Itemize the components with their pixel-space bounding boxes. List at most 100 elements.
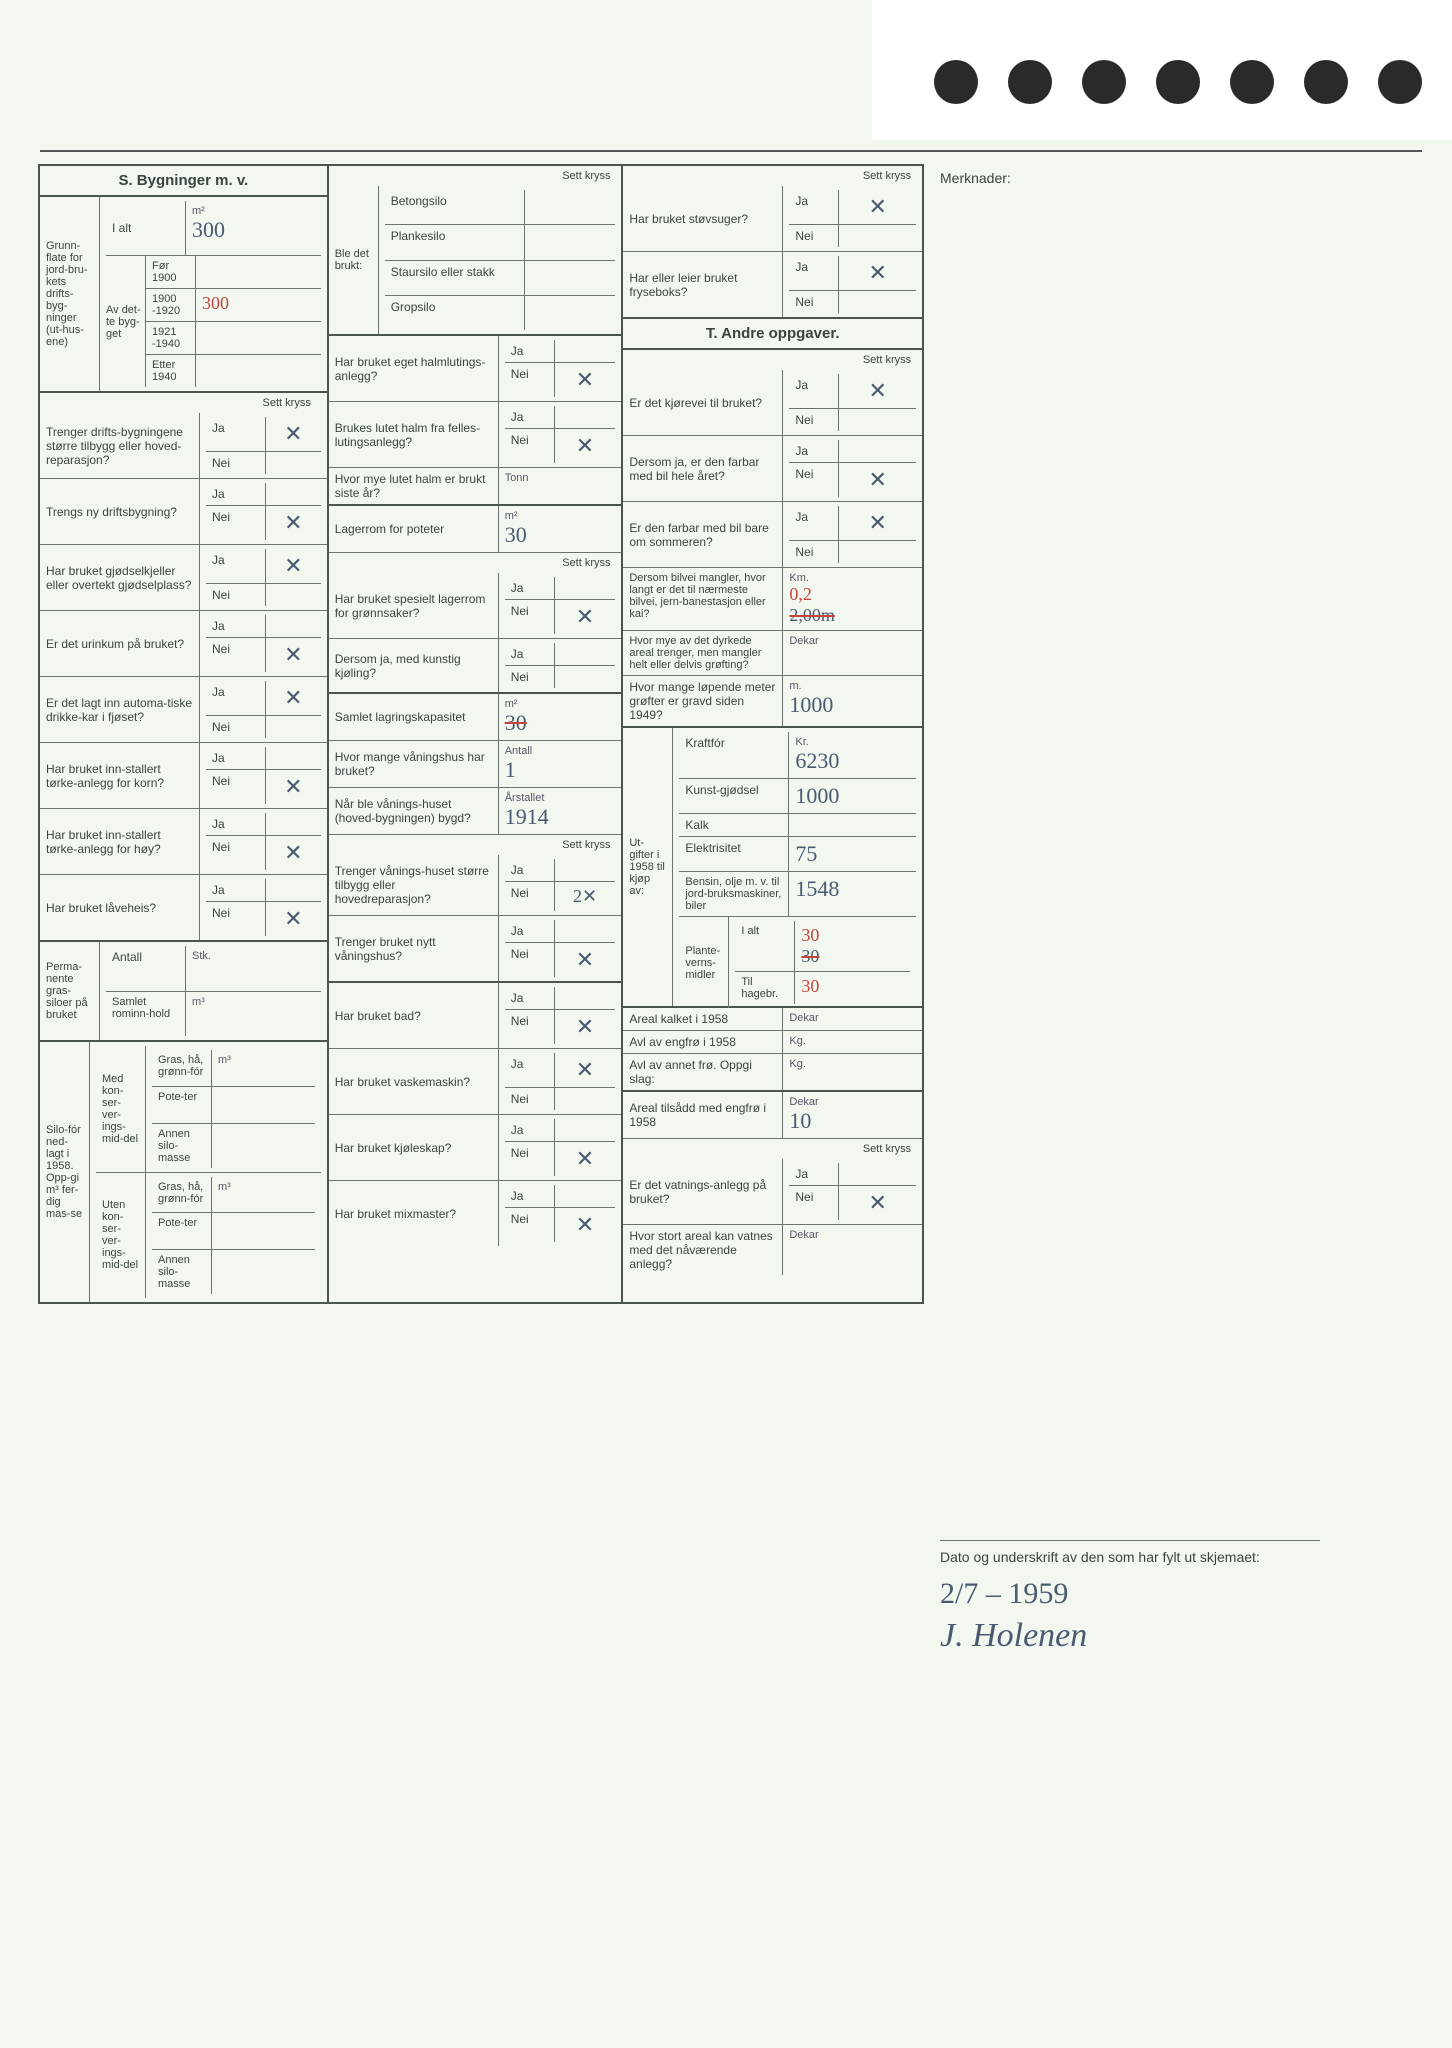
- hagebr: Til hagebr.: [735, 972, 795, 1004]
- q-mix: Har bruket mixmaster?: [329, 1181, 499, 1246]
- ialt-value: 300: [192, 217, 315, 243]
- nei4: Nei: [206, 638, 266, 672]
- m-lbl: m.: [789, 680, 916, 692]
- ja7: Ja: [206, 813, 266, 835]
- kraft-val: 6230: [795, 748, 910, 774]
- q-gjodsel-ja: ✕: [266, 549, 321, 583]
- samlet-lager: Samlet lagringskapasitet: [329, 694, 499, 740]
- plante-ialt-red: 30: [801, 925, 819, 945]
- frys-ja: ✕: [839, 256, 916, 290]
- q-drikkekar-ja: ✕: [266, 681, 321, 715]
- grunnflate-label: Grunn-flate for jord-bru-kets drifts-byg…: [40, 197, 100, 391]
- kjorevei-ja: ✕: [839, 374, 916, 408]
- km-val: 0,2: [789, 584, 916, 605]
- q-van: Hvor mange våningshus har bruket?: [329, 741, 499, 787]
- nytt-van-nei: ✕: [555, 943, 616, 977]
- q-mye-lutet: Hvor mye lutet halm er brukt siste år?: [329, 468, 499, 504]
- q-stov: Har bruket støvsuger?: [623, 186, 783, 251]
- q-vatning: Er det vatnings-anlegg på bruket?: [623, 1159, 783, 1224]
- nei3c: Nei: [789, 409, 839, 431]
- column-2: Sett kryss Ble det brukt: Betongsilo Pla…: [329, 166, 624, 1302]
- antall-lbl: Antall: [106, 946, 186, 991]
- form-grid: S. Bygninger m. v. Grunn-flate for jord-…: [38, 164, 924, 1304]
- nei3: Nei: [206, 584, 266, 606]
- kg2: Kg.: [783, 1054, 922, 1090]
- ja: Ja: [206, 417, 266, 451]
- binder-holes: [934, 60, 1422, 104]
- ja2: Ja: [206, 483, 266, 505]
- column-3: Sett kryss Har bruket støvsuger? Ja✕ Nei…: [623, 166, 922, 1302]
- q-torke-korn: Har bruket inn-stallert tørke-anlegg for…: [40, 743, 200, 808]
- tilsadd-val: 10: [789, 1108, 916, 1134]
- q-gjodsel: Har bruket gjødselkjeller eller overtekt…: [40, 545, 200, 610]
- nei: Nei: [206, 452, 266, 474]
- ja3e: Ja: [789, 506, 839, 540]
- ialt-label: I alt: [106, 201, 186, 255]
- mix-nei: ✕: [555, 1208, 616, 1242]
- sk2b: Sett kryss: [551, 553, 621, 573]
- q-groft: Hvor mye av det dyrkede areal trenger, m…: [623, 631, 783, 675]
- avl-engfro: Avl av engfrø i 1958: [623, 1031, 783, 1053]
- perm-silo: Perma-nente gras-siloer på bruket: [40, 942, 100, 1040]
- q-farbar-aar: Dersom ja, er den farbar med bil hele år…: [623, 436, 783, 501]
- samlet-lager-val: 30: [505, 710, 616, 736]
- nei7: Nei: [206, 836, 266, 870]
- pot1: Pote-ter: [152, 1087, 212, 1123]
- q-urinkum: Er det urinkum på bruket?: [40, 611, 200, 676]
- ann2: Annen silo-masse: [152, 1250, 212, 1294]
- bygd-val: 1914: [505, 804, 616, 830]
- ja8: Ja: [206, 879, 266, 901]
- neib: Nei: [505, 429, 555, 463]
- q-kjorevei: Er det kjørevei til bruket?: [623, 370, 783, 435]
- areal-kalket: Areal kalket i 1958: [623, 1008, 783, 1030]
- jad: Ja: [505, 643, 555, 665]
- planke: Plankesilo: [385, 225, 525, 259]
- kjol-nei: ✕: [555, 1142, 616, 1176]
- nei5: Nei: [206, 716, 266, 738]
- dekar2: Dekar: [783, 1008, 922, 1030]
- q-farbar-som: Er den farbar med bil bare om sommeren?: [623, 502, 783, 567]
- betong: Betongsilo: [385, 190, 525, 224]
- kunst-val: 1000: [789, 779, 916, 813]
- avl-annet: Avl av annet frø. Oppgi slag:: [623, 1054, 783, 1090]
- sk3c: Sett kryss: [852, 1139, 922, 1159]
- kraft: Kraftfór: [679, 732, 789, 778]
- nei3d: Nei: [789, 463, 839, 497]
- ja3c: Ja: [789, 374, 839, 408]
- ja5: Ja: [206, 681, 266, 715]
- sett-kryss: Sett kryss: [247, 393, 327, 413]
- q-laveheis-nei: ✕: [266, 902, 321, 936]
- neih: Nei: [505, 1088, 555, 1110]
- nei8: Nei: [206, 902, 266, 936]
- nei6: Nei: [206, 770, 266, 804]
- m3a: m³: [212, 1050, 315, 1086]
- uten-kons: Uten kon-ser-ver-ings-mid-del: [96, 1173, 146, 1299]
- gronn-nei: ✕: [555, 600, 616, 634]
- kunst: Kunst-gjødsel: [679, 779, 789, 813]
- ja3f: Ja: [789, 1163, 839, 1185]
- column-s: S. Bygninger m. v. Grunn-flate for jord-…: [40, 166, 329, 1302]
- kg1: Kg.: [783, 1031, 922, 1053]
- q-tilbygg: Trenger drifts-bygningene større tilbygg…: [40, 413, 200, 478]
- jac: Ja: [505, 577, 555, 599]
- section-t-title: T. Andre oppgaver.: [623, 319, 922, 350]
- kalk: Kalk: [679, 814, 789, 836]
- q-van-til: Trenger vånings-huset større tilbygg ell…: [329, 855, 499, 915]
- elekt: Elektrisitet: [679, 837, 789, 871]
- nei2: Nei: [206, 506, 266, 540]
- ja3b: Ja: [789, 256, 839, 290]
- neic: Nei: [505, 600, 555, 634]
- plante: Plante-verns-midler: [679, 917, 729, 1008]
- kr1: Kr.: [795, 736, 910, 748]
- gras2: Gras, hå, grønn-fór: [152, 1177, 212, 1213]
- q-bad: Har bruket bad?: [329, 983, 499, 1048]
- lager-pot-val: 30: [505, 522, 616, 548]
- neif: Nei: [505, 943, 555, 977]
- areal-tilsadd: Areal tilsådd med engfrø i 1958: [623, 1092, 783, 1138]
- silofor: Silo-fór ned-lagt i 1958. Opp-gi m³ fer-…: [40, 1042, 90, 1302]
- jab: Ja: [505, 406, 555, 428]
- avdette-label: Av det-te byg-get: [106, 256, 146, 387]
- top-rule: [40, 150, 1422, 152]
- gras1: Gras, hå, grønn-fór: [152, 1050, 212, 1086]
- dekar3: Dekar: [789, 1096, 916, 1108]
